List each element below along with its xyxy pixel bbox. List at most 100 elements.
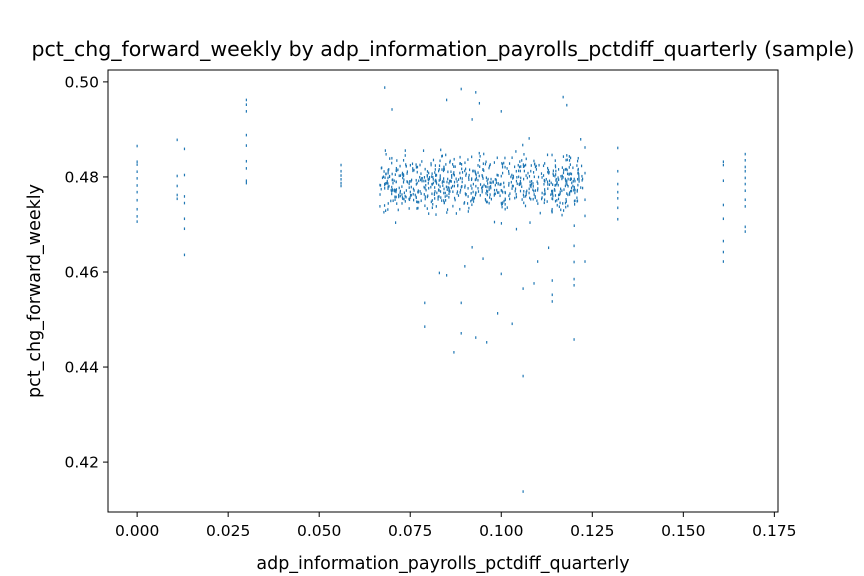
data-point — [551, 192, 554, 196]
data-point — [413, 198, 415, 202]
data-point — [584, 260, 586, 263]
data-point — [475, 91, 477, 94]
data-point — [551, 197, 553, 200]
data-point — [428, 177, 430, 181]
data-point — [384, 149, 386, 152]
data-point — [340, 178, 342, 181]
data-point — [501, 203, 503, 206]
data-point — [472, 169, 474, 173]
data-point — [523, 195, 525, 199]
data-point — [391, 161, 393, 165]
data-point — [564, 177, 566, 181]
data-point — [470, 184, 472, 188]
data-point — [567, 193, 569, 197]
data-point — [530, 185, 532, 189]
data-point — [504, 203, 506, 206]
data-point — [399, 191, 401, 195]
data-point — [433, 193, 436, 196]
data-point — [493, 220, 496, 224]
data-point — [420, 199, 422, 203]
data-point — [381, 176, 384, 180]
data-point — [540, 172, 543, 175]
data-point — [449, 161, 451, 164]
data-point — [410, 179, 412, 183]
data-point — [403, 197, 405, 201]
data-point — [508, 194, 510, 198]
data-point — [389, 157, 391, 160]
data-point — [565, 167, 567, 171]
data-point — [572, 184, 574, 188]
data-point — [547, 166, 549, 170]
data-point — [488, 185, 490, 189]
data-point — [744, 176, 746, 180]
data-point — [409, 196, 411, 199]
data-point — [437, 198, 439, 201]
data-point — [415, 166, 417, 169]
data-point — [453, 351, 455, 354]
data-point — [584, 198, 586, 202]
data-point — [439, 178, 441, 181]
y-axis: 0.42 0.44 0.46 0.48 0.50 — [64, 73, 108, 472]
data-point — [570, 186, 573, 190]
data-point — [441, 199, 443, 202]
data-point — [532, 185, 534, 188]
data-point — [486, 190, 489, 193]
data-point — [744, 159, 746, 162]
data-point — [541, 196, 543, 199]
data-point — [414, 193, 416, 197]
data-point — [415, 183, 417, 186]
data-point — [421, 160, 423, 163]
data-point — [461, 163, 463, 166]
data-point — [471, 155, 473, 159]
data-point — [566, 180, 568, 183]
data-point — [439, 159, 441, 163]
data-point — [530, 183, 533, 186]
data-point — [541, 176, 543, 179]
data-point — [453, 180, 456, 184]
data-point — [460, 301, 462, 305]
data-point — [566, 154, 568, 157]
data-point — [398, 174, 400, 178]
data-point — [744, 169, 746, 173]
data-point — [537, 182, 539, 185]
data-point — [514, 187, 517, 191]
data-point — [565, 200, 567, 203]
data-point — [432, 181, 434, 185]
data-point — [479, 154, 481, 158]
data-point — [554, 164, 557, 167]
data-point — [428, 176, 431, 179]
data-point — [412, 187, 415, 191]
data-point — [577, 177, 579, 181]
data-point — [446, 194, 448, 197]
data-point — [412, 169, 414, 173]
data-point — [455, 212, 457, 215]
data-point — [398, 186, 400, 190]
data-point — [471, 245, 473, 249]
data-point — [245, 179, 247, 183]
data-point — [489, 193, 491, 196]
data-point — [445, 163, 447, 166]
data-point — [722, 179, 724, 183]
data-point — [534, 189, 537, 192]
data-point — [540, 197, 543, 201]
data-point — [471, 177, 473, 180]
data-point — [617, 182, 619, 186]
data-point — [404, 149, 406, 152]
data-point — [456, 180, 458, 183]
data-point — [551, 207, 553, 211]
data-point — [397, 168, 399, 172]
data-point — [402, 159, 405, 162]
data-point — [501, 165, 504, 169]
data-point — [136, 177, 138, 180]
data-point — [457, 178, 460, 181]
data-point — [420, 172, 422, 175]
data-point — [572, 166, 574, 170]
data-point — [448, 192, 450, 196]
data-point — [555, 169, 557, 173]
data-point — [464, 169, 466, 173]
data-point — [473, 196, 476, 200]
data-point — [576, 164, 578, 167]
data-point — [508, 172, 510, 176]
data-point — [387, 187, 389, 190]
